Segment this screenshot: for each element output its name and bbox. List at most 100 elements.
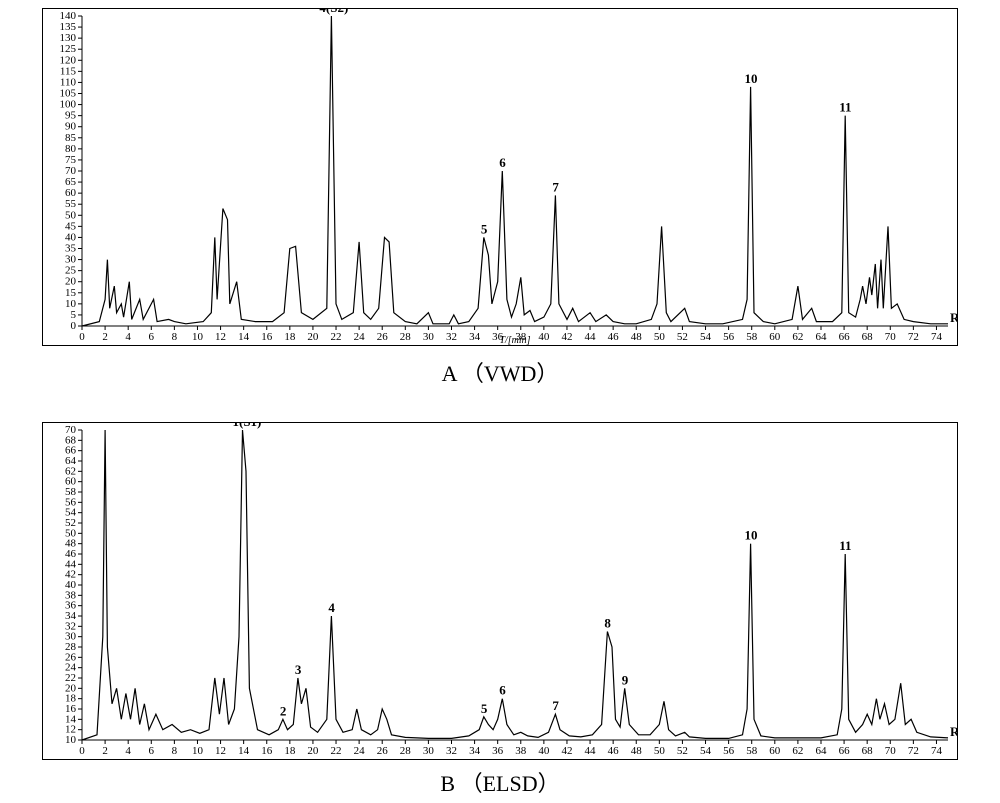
svg-text:70: 70 [65,424,77,436]
svg-text:9: 9 [622,672,629,687]
svg-text:22: 22 [331,745,342,757]
svg-text:64: 64 [815,745,827,757]
svg-text:8: 8 [172,745,178,757]
svg-text:62: 62 [792,331,803,343]
svg-text:10: 10 [65,298,77,310]
svg-text:60: 60 [65,476,77,488]
svg-text:68: 68 [862,331,874,343]
chart-b-panel: 1012141618202224262830323436384042444648… [30,422,970,760]
svg-text:14: 14 [65,713,77,725]
svg-text:40: 40 [538,331,550,343]
svg-text:48: 48 [631,745,643,757]
svg-text:68: 68 [65,434,77,446]
svg-text:16: 16 [65,703,77,715]
svg-text:2: 2 [102,331,108,343]
svg-text:24: 24 [354,745,366,757]
svg-text:90: 90 [65,121,77,133]
svg-text:32: 32 [446,331,457,343]
svg-text:20: 20 [65,682,77,694]
svg-text:115: 115 [60,65,77,77]
svg-text:66: 66 [839,745,851,757]
svg-text:44: 44 [585,745,597,757]
svg-text:18: 18 [284,331,296,343]
svg-text:34: 34 [469,331,481,343]
svg-text:4: 4 [328,600,335,615]
svg-text:58: 58 [746,331,758,343]
svg-text:16: 16 [261,745,273,757]
svg-text:44: 44 [65,558,77,570]
svg-text:24: 24 [354,331,366,343]
svg-text:140: 140 [60,10,77,22]
svg-text:30: 30 [423,745,435,757]
page: 0510152025303540455055606570758085909510… [0,0,1000,803]
svg-text:75: 75 [65,154,77,166]
svg-text:12: 12 [215,745,226,757]
svg-text:5: 5 [71,309,77,321]
svg-text:58: 58 [65,486,77,498]
svg-text:62: 62 [792,745,803,757]
svg-text:50: 50 [65,527,77,539]
svg-text:22: 22 [331,331,342,343]
svg-text:46: 46 [608,745,620,757]
svg-text:34: 34 [469,745,481,757]
svg-text:64: 64 [815,331,827,343]
chart-a-caption: A （VWD） [30,356,970,388]
svg-text:4(S2): 4(S2) [319,8,348,15]
svg-text:10: 10 [745,528,758,543]
svg-text:4: 4 [125,745,131,757]
svg-text:1(S1): 1(S1) [232,422,261,429]
svg-text:38: 38 [65,589,77,601]
svg-text:4: 4 [125,331,131,343]
svg-text:12: 12 [215,331,226,343]
svg-text:56: 56 [723,745,735,757]
svg-text:58: 58 [746,745,758,757]
svg-text:18: 18 [65,693,77,705]
svg-text:20: 20 [65,276,77,288]
svg-text:R: R [950,310,958,325]
svg-text:12: 12 [65,724,76,736]
svg-text:52: 52 [677,745,688,757]
svg-text:50: 50 [65,209,77,221]
svg-text:38: 38 [515,745,527,757]
svg-text:54: 54 [700,745,712,757]
svg-text:48: 48 [631,331,643,343]
svg-text:42: 42 [561,745,572,757]
svg-text:52: 52 [65,517,76,529]
svg-text:20: 20 [307,745,319,757]
svg-text:26: 26 [65,651,77,663]
svg-text:8: 8 [172,331,178,343]
svg-text:0: 0 [79,331,85,343]
svg-text:40: 40 [65,579,77,591]
svg-text:6: 6 [499,155,506,170]
svg-text:6: 6 [149,331,155,343]
svg-text:11: 11 [839,100,851,115]
svg-text:120: 120 [60,54,77,66]
svg-text:26: 26 [377,745,389,757]
svg-text:68: 68 [862,745,874,757]
svg-text:2: 2 [280,703,287,718]
svg-text:20: 20 [307,331,319,343]
svg-text:125: 125 [60,43,77,55]
svg-text:32: 32 [446,745,457,757]
svg-text:0: 0 [71,320,77,332]
svg-text:70: 70 [65,165,77,177]
svg-text:60: 60 [65,187,77,199]
svg-text:2: 2 [102,745,108,757]
svg-text:95: 95 [65,110,77,122]
svg-text:42: 42 [65,569,76,581]
svg-text:16: 16 [261,331,273,343]
svg-text:10: 10 [192,745,204,757]
svg-text:R: R [950,724,958,739]
svg-text:100: 100 [60,99,77,111]
svg-text:54: 54 [700,331,712,343]
svg-text:80: 80 [65,143,77,155]
svg-text:22: 22 [65,672,76,684]
svg-text:36: 36 [65,600,77,612]
chart-b-svg: 1012141618202224262830323436384042444648… [42,422,958,760]
svg-text:28: 28 [400,331,412,343]
svg-text:45: 45 [65,220,77,232]
svg-text:10: 10 [745,71,758,86]
svg-text:30: 30 [65,254,77,266]
svg-text:135: 135 [60,21,77,33]
svg-text:74: 74 [931,331,943,343]
